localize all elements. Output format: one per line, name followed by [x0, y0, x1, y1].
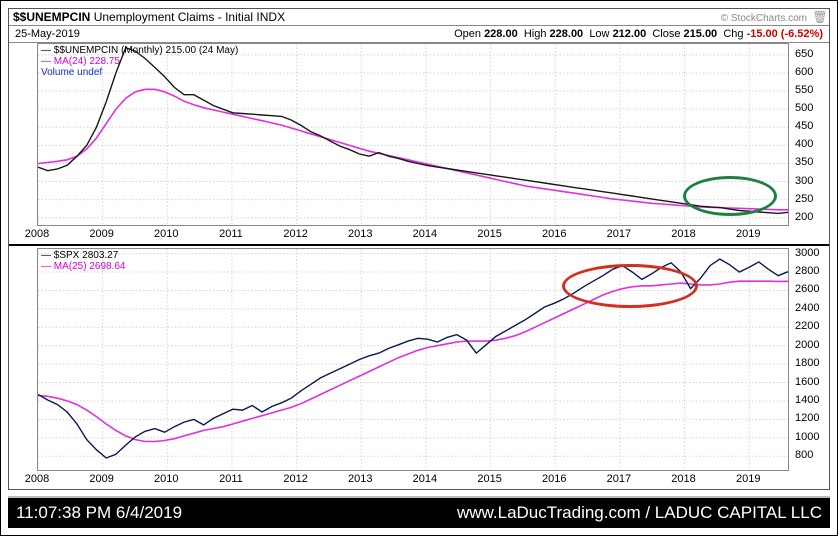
x-tick-label: 2018	[671, 228, 695, 240]
x-tick-label: 2009	[89, 228, 113, 240]
y-tick-label: 600	[795, 66, 813, 78]
legend-item: — MA(25) 2698.64	[41, 261, 126, 272]
high-label: High	[524, 26, 547, 43]
y-tick-label: 1400	[795, 394, 819, 406]
source-label: © StockCharts.com	[721, 10, 807, 27]
x-tick-label: 2016	[542, 228, 566, 240]
y-tick-label: 400	[795, 138, 813, 150]
y-tick-label: 300	[795, 175, 813, 187]
x-tick-label: 2017	[607, 228, 631, 240]
x-tick-label: 2011	[219, 473, 243, 485]
trash-icon[interactable]: 🗑	[812, 9, 828, 25]
y-tick-label: 500	[795, 102, 813, 114]
y-tick-label: 2600	[795, 283, 819, 295]
symbol: $$UNEMPCIN	[13, 10, 90, 24]
y-tick-label: 200	[795, 211, 813, 223]
x-tick-label: 2015	[477, 228, 501, 240]
low-value: 212.00	[613, 28, 647, 40]
open-label: Open	[454, 26, 481, 43]
header-ohlc-block: Open 228.00 High 228.00 Low 212.00 Close…	[454, 26, 823, 42]
x-tick-label: 2008	[25, 473, 49, 485]
chart-area: $$UNEMPCIN Unemployment Claims - Initial…	[8, 8, 830, 490]
symbol-desc: Unemployment Claims - Initial INDX	[94, 10, 285, 24]
x-tick-label: 2013	[348, 228, 372, 240]
y-tick-label: 2800	[795, 265, 819, 277]
footer-attrib: www.LaDucTrading.com / LADUC CAPITAL LLC	[457, 503, 822, 523]
y-tick-label: 800	[795, 449, 813, 461]
x-tick-label: 2018	[671, 473, 695, 485]
high-value: 228.00	[550, 28, 584, 40]
panel-unemployment: — $$UNEMPCIN (Monthly) 215.00 (24 May)— …	[9, 43, 829, 246]
y-tick-label: 1000	[795, 431, 819, 443]
y-tick-label: 2400	[795, 302, 819, 314]
close-value: 215.00	[684, 28, 718, 40]
footer-bar: 11:07:38 PM 6/4/2019 www.LaDucTrading.co…	[8, 496, 830, 528]
x-tick-label: 2015	[477, 473, 501, 485]
ma-line	[38, 281, 788, 441]
legend-top: — $$UNEMPCIN (Monthly) 215.00 (24 May)— …	[41, 45, 238, 78]
y-tick-label: 1200	[795, 412, 819, 424]
legend-item: — MA(24) 228.75	[41, 56, 238, 67]
panel-spx: — $SPX 2803.27— MA(25) 2698.64 800 1000 12…	[9, 248, 829, 489]
x-tick-label: 2017	[607, 473, 631, 485]
chg-label: Chg	[723, 26, 743, 43]
x-tick-label: 2010	[154, 473, 178, 485]
x-tick-label: 2010	[154, 228, 178, 240]
y-tick-label: 550	[795, 84, 813, 96]
xaxis-top: 2008200920102011201220132014201520162017…	[37, 226, 789, 244]
y-tick-label: 2000	[795, 339, 819, 351]
x-tick-label: 2012	[283, 228, 307, 240]
footer-timestamp: 11:07:38 PM 6/4/2019	[16, 503, 182, 523]
open-value: 228.00	[484, 28, 518, 40]
y-tick-label: 450	[795, 120, 813, 132]
x-tick-label: 2009	[89, 473, 113, 485]
x-tick-label: 2012	[283, 473, 307, 485]
x-tick-label: 2014	[413, 228, 437, 240]
x-tick-label: 2011	[219, 228, 243, 240]
legend-bottom: — $SPX 2803.27— MA(25) 2698.64	[41, 250, 126, 272]
yaxis-bottom: 800 1000 1200 1400 1600 1800 2000 2200 2400 2600 2…	[791, 248, 829, 471]
y-tick-label: 250	[795, 193, 813, 205]
chart-frame: $$UNEMPCIN Unemployment Claims - Initial…	[0, 0, 838, 536]
plot-bottom	[37, 248, 789, 471]
legend-item: — $SPX 2803.27	[41, 250, 126, 261]
x-tick-label: 2014	[413, 473, 437, 485]
y-tick-label: 650	[795, 48, 813, 60]
chart-header-title: $$UNEMPCIN Unemployment Claims - Initial…	[9, 9, 829, 26]
x-tick-label: 2019	[736, 228, 760, 240]
y-tick-label: 2200	[795, 320, 819, 332]
low-label: Low	[589, 26, 609, 43]
ovalGreen-annotation	[683, 176, 777, 216]
y-tick-label: 1800	[795, 357, 819, 369]
x-tick-label: 2008	[25, 228, 49, 240]
legend-item: — $$UNEMPCIN (Monthly) 215.00 (24 May)	[41, 45, 238, 56]
y-tick-label: 1600	[795, 376, 819, 388]
chart-header-ohlc: 25-May-2019 Open 228.00 High 228.00 Low …	[9, 26, 829, 43]
x-tick-label: 2019	[736, 473, 760, 485]
x-tick-label: 2016	[542, 473, 566, 485]
ma-line	[38, 89, 788, 210]
header-date: 25-May-2019	[15, 26, 80, 42]
chg-value: -15.00 (-6.52%)	[747, 28, 823, 40]
y-tick-label: 350	[795, 156, 813, 168]
close-label: Close	[652, 26, 680, 43]
y-tick-label: 3000	[795, 247, 819, 259]
yaxis-top: 200 250 300 350 400 450 500 550 600 650	[791, 43, 829, 226]
legend-item: Volume undef	[41, 67, 238, 78]
xaxis-bottom: 2008200920102011201220132014201520162017…	[37, 471, 789, 489]
x-tick-label: 2013	[348, 473, 372, 485]
